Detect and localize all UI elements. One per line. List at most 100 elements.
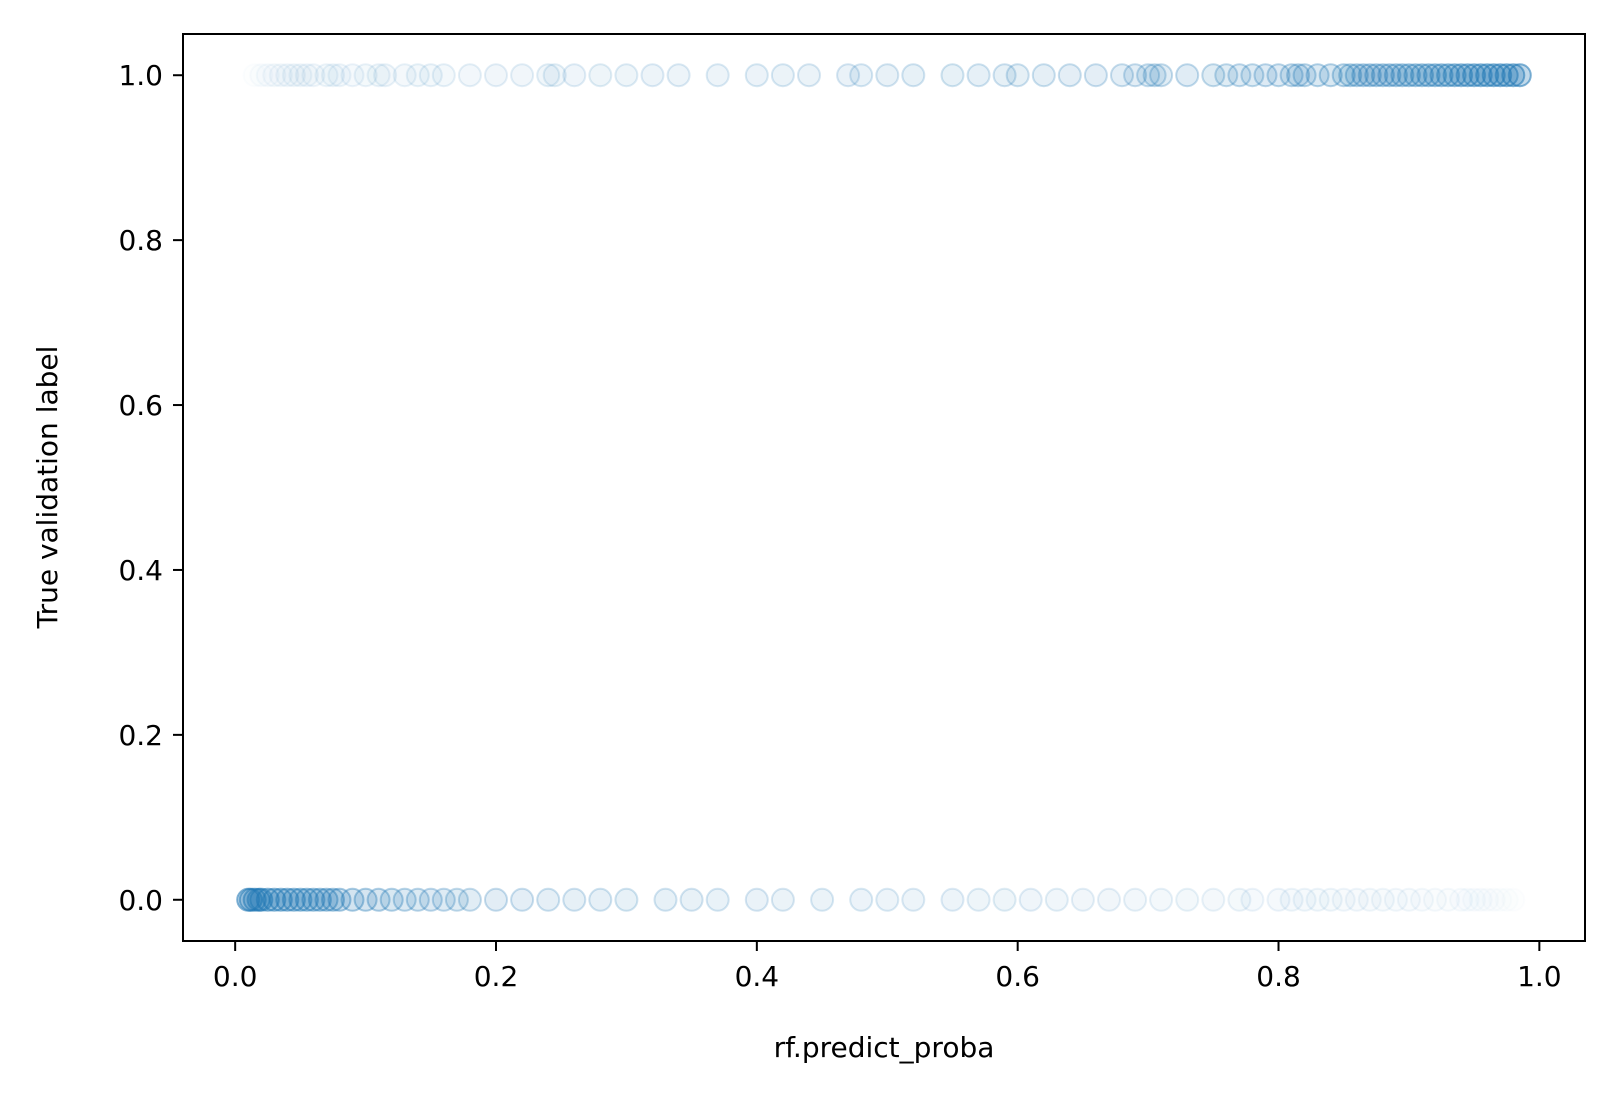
scatter-point (1292, 63, 1317, 88)
scatter-point (1044, 887, 1069, 912)
y-tick-label: 0.6 (118, 389, 163, 422)
scatter-point (288, 887, 313, 912)
scatter-point (653, 887, 678, 912)
scatter-point (1502, 889, 1524, 911)
scatter-point (1149, 63, 1174, 88)
scatter-point (1383, 63, 1408, 88)
scatter-point (1488, 63, 1513, 88)
scatter-point (875, 63, 900, 88)
x-tick-label: 1.0 (1517, 960, 1562, 993)
scatter-point (366, 887, 391, 912)
scatter-point (268, 887, 293, 912)
scatter-point (353, 887, 378, 912)
scatter-point (1097, 887, 1121, 912)
scatter-point (1357, 63, 1382, 88)
scatter-point (1455, 63, 1480, 88)
scatter-point (1364, 63, 1389, 88)
scatter-point (1331, 63, 1356, 88)
scatter-point (1462, 63, 1487, 88)
scatter-point (614, 63, 639, 88)
scatter-point (797, 63, 821, 88)
scatter-point (1227, 887, 1252, 912)
scatter-point (392, 63, 417, 88)
x-tick-label: 0.0 (213, 960, 258, 993)
scatter-point (268, 63, 293, 88)
scatter-point (1110, 63, 1134, 88)
scatter-point (666, 63, 691, 88)
scatter-point (262, 63, 287, 88)
scatter-point (444, 887, 469, 912)
scatter-point (255, 887, 280, 912)
scatter-point (314, 63, 339, 88)
scatter-point (1423, 887, 1447, 912)
scatter-point (1305, 63, 1330, 88)
y-tick-label: 1.0 (118, 59, 163, 92)
scatter-point (966, 887, 991, 912)
scatter-point (1070, 887, 1095, 912)
scatter-point (1416, 63, 1441, 88)
scatter-point (484, 63, 508, 88)
scatter-point (536, 887, 561, 912)
scatter-point (1142, 63, 1167, 88)
scatter-point (1403, 63, 1428, 88)
scatter-point (314, 887, 339, 912)
x-tick-label: 0.2 (474, 960, 519, 993)
scatter-point (588, 887, 613, 912)
y-axis-label: True validation label (31, 346, 64, 630)
scatter-point (1005, 63, 1030, 88)
scatter-point (614, 887, 639, 912)
scatter-point (1136, 63, 1161, 88)
scatter-point (966, 63, 991, 88)
scatter-point (1318, 887, 1343, 912)
scatter-point (373, 63, 398, 88)
scatter-point (431, 63, 456, 88)
scatter-point (1377, 63, 1402, 88)
scatter-point (1501, 63, 1526, 88)
x-axis-label: rf.predict_proba (774, 1031, 995, 1064)
scatter-point (418, 63, 443, 88)
scatter-point (1292, 887, 1317, 912)
scatter-point (1344, 887, 1369, 912)
scatter-point (1481, 63, 1506, 88)
scatter-point (510, 887, 535, 912)
scatter-point (1370, 63, 1395, 88)
scatter-point (1018, 887, 1043, 912)
scatter-point (1253, 63, 1278, 88)
scatter-point (770, 887, 795, 912)
scatter-point (281, 887, 306, 912)
scatter-point (849, 63, 874, 88)
scatter-point (321, 63, 345, 88)
scatter-point (1475, 63, 1500, 88)
scatter-point (1396, 887, 1421, 912)
y-tick-label: 0.2 (118, 719, 163, 752)
scatter-point (940, 63, 965, 88)
scatter-point (1083, 63, 1108, 88)
y-axis-ticks: 0.0 0.2 0.4 0.6 0.8 1.0 (118, 59, 183, 917)
scatter-point (536, 63, 561, 88)
scatter-point (1266, 63, 1291, 88)
x-tick-label: 0.4 (735, 960, 780, 993)
scatter-point (901, 887, 926, 912)
scatter-point (1240, 887, 1265, 912)
scatter-point (810, 887, 835, 912)
y-tick-label: 0.8 (118, 224, 163, 257)
scatter-point (418, 887, 443, 912)
scatter-point (1468, 63, 1493, 88)
scatter-point (1279, 887, 1304, 912)
scatter-point (1390, 63, 1415, 88)
scatter-point (1396, 63, 1421, 88)
scatter-point (562, 63, 587, 88)
scatter-point (1410, 63, 1434, 88)
scatter-point (1357, 887, 1382, 912)
scatter-point (301, 887, 326, 912)
plot-frame (182, 33, 1586, 942)
scatter-point (542, 63, 567, 88)
scatter-point (1175, 887, 1200, 912)
scatter-point (849, 887, 874, 912)
scatter-points (236, 63, 1532, 912)
scatter-point (1410, 887, 1434, 912)
scatter-point (1201, 887, 1226, 912)
plot-area (183, 34, 1585, 941)
scatter-point (1240, 63, 1265, 88)
